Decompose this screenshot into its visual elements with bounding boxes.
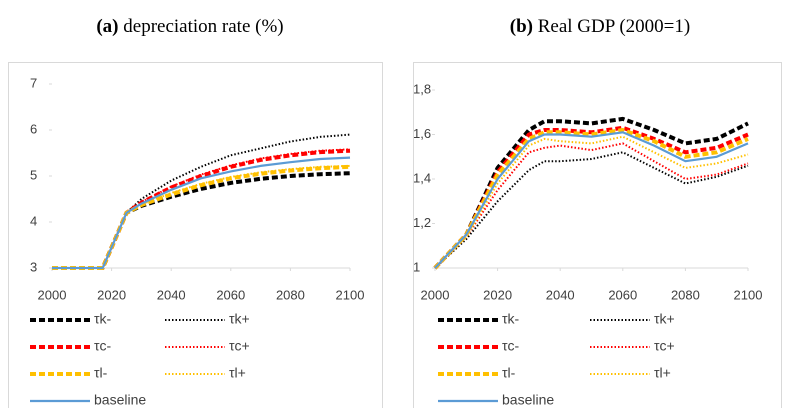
y-tick-label: 6 [30,121,37,136]
legend-label: baseline [502,392,554,408]
x-tick-label: 2020 [483,287,512,302]
y-tick-label: 1,8 [413,81,431,96]
panel-label: (a) [96,16,123,37]
x-tick-label: 2000 [38,287,67,302]
x-tick-label: 2080 [671,287,700,302]
x-tick-label: 2000 [421,287,450,302]
x-tick-label: 2020 [97,287,126,302]
panel-frame [413,62,782,408]
y-tick-label: 4 [30,213,37,228]
legend-label: τc+ [654,338,675,354]
legend-label: τk+ [654,311,675,327]
x-tick-label: 2100 [734,287,763,302]
legend-label: τk+ [229,311,250,327]
series-line [52,171,351,270]
panel-title: depreciation rate (%) [123,16,283,37]
y-tick-label: 1,2 [413,215,431,230]
panel-frame [8,62,383,408]
panel-label: (b) [510,16,538,37]
x-tick-label: 2060 [216,287,245,302]
y-tick-label: 1 [413,259,420,274]
legend-label: baseline [94,392,146,408]
panel-title: Real GDP (2000=1) [538,16,691,37]
legend-label: τl+ [654,365,671,381]
legend-label: τl- [94,365,108,381]
series-line [52,148,351,269]
y-tick-label: 3 [30,259,37,274]
x-tick-label: 2040 [546,287,575,302]
legend-label: τl- [502,365,516,381]
legend-label: τc+ [229,338,250,354]
series-line [52,148,351,270]
legend-label: τc- [94,338,112,354]
series-line [433,128,749,270]
legend-label: τk- [502,311,520,327]
series-line [434,131,749,269]
x-tick-label: 2100 [336,287,365,302]
x-tick-label: 2080 [276,287,305,302]
legend-label: τk- [94,311,112,327]
legend-label: τc- [502,338,520,354]
x-tick-label: 2060 [608,287,637,302]
x-tick-label: 2040 [157,287,186,302]
series-line [52,164,351,270]
y-tick-label: 7 [30,75,37,90]
series-line [433,116,749,270]
series-line [434,142,749,269]
chart-title: (a) depreciation rate (%) [96,16,283,37]
y-tick-label: 1,6 [413,126,431,141]
series-line [52,164,351,269]
y-tick-label: 1,4 [413,170,431,185]
legend-label: τl+ [229,365,246,381]
series-line [52,133,351,269]
y-tick-label: 5 [30,167,37,182]
series-line [434,151,749,269]
series-line [52,156,351,270]
chart-title: (b) Real GDP (2000=1) [510,16,690,37]
series-line [434,135,749,269]
